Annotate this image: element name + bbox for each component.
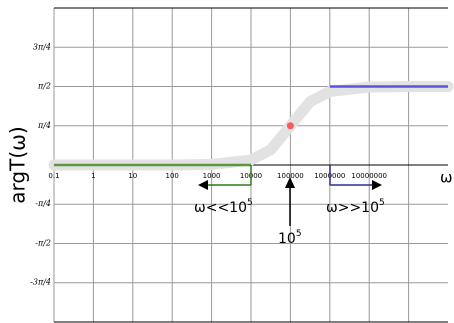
annotation: 105	[278, 229, 302, 248]
grid: 0.1110100100010000100000100000010000000-…	[30, 7, 448, 323]
y-tick-label: -π/2	[35, 239, 51, 248]
y-tick-label: π/2	[37, 81, 51, 90]
x-tick-label: 1000	[203, 172, 221, 180]
x-tick-label: 10000000	[351, 172, 387, 180]
point	[286, 122, 294, 130]
y-axis-label: argT(ω)	[6, 126, 30, 203]
x-tick-label: 1	[91, 172, 95, 180]
x-tick-label: 0.1	[48, 172, 59, 180]
y-tick-label: π/4	[37, 121, 51, 130]
y-tick-label: 3π/4	[33, 42, 51, 51]
arrow-head	[285, 177, 295, 188]
annotation-sup: 5	[379, 198, 385, 208]
x-tick-label: 100000	[277, 172, 304, 180]
arrow-head	[198, 180, 208, 190]
annotation-text: ω<<10	[194, 200, 247, 216]
y-tick-label: -π/4	[35, 199, 51, 208]
annotation: ω>>105	[326, 198, 385, 217]
x-axis-label: ω	[440, 169, 453, 187]
annotation-sup: 5	[247, 198, 253, 208]
arrow-head	[372, 180, 382, 190]
x-tick-label: 10	[128, 172, 137, 180]
annotation: ω<<105	[194, 198, 253, 217]
annotation-text: ω>>10	[326, 200, 379, 216]
y-tick-label: -3π/4	[30, 278, 51, 287]
annotation-sup: 5	[296, 229, 302, 239]
series	[48, 80, 454, 171]
annotation-text: 10	[278, 231, 296, 247]
annotation-arrows	[198, 165, 382, 226]
x-tick-label: 100	[166, 172, 179, 180]
